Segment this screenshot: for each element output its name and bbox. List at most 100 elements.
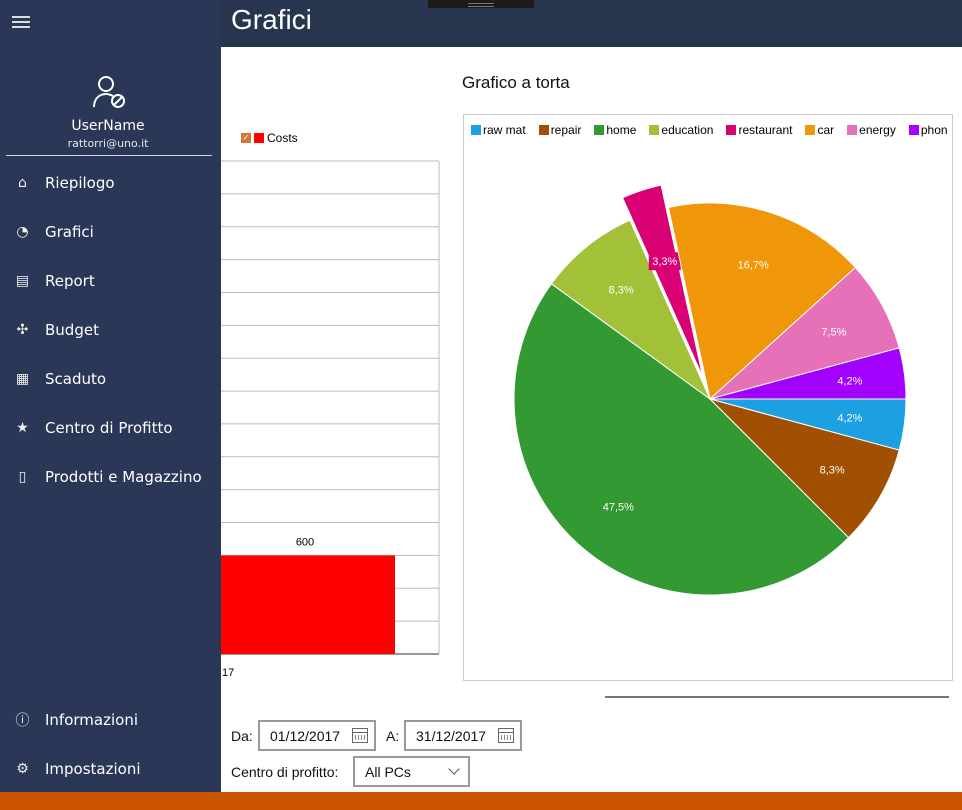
legend-swatch [649,125,660,135]
data-label: 600 [296,536,314,548]
sidebar-item-scaduto[interactable]: ▦ Scaduto [0,359,221,399]
legend-swatch [254,133,264,143]
pie-slice[interactable] [708,398,900,539]
star-icon: ★ [16,420,29,436]
legend-item[interactable]: home [594,123,636,137]
legend-swatch [805,125,816,135]
sidebar-item-label: Grafici [45,223,94,241]
bar-legend[interactable]: ✓ Costs [241,131,298,145]
legend-item[interactable]: repair [538,123,582,137]
gear-icon: ⚙ [16,761,29,777]
divider [6,155,212,156]
legend-item[interactable]: energy [847,123,896,137]
page-title: Grafici [231,4,312,35]
sidebar-item-label: Impostazioni [45,760,141,778]
to-date-value: 31/12/2017 [416,727,487,744]
sidebar-item-label: Report [45,272,95,290]
user-email: rattorri@uno.it [67,137,149,150]
slice-label: 8,3% [820,465,845,477]
pie-slice[interactable] [667,202,857,400]
window-grip[interactable] [428,0,534,8]
sidebar-item-centro-di-profitto[interactable]: ★ Centro di Profitto [0,408,221,448]
hamburger-menu-icon[interactable] [12,16,30,28]
profit-center-value: All PCs [365,763,411,780]
slice-label: 47,5% [603,501,634,513]
slice-label: 16,7% [738,260,769,272]
legend-label: phon [920,123,948,137]
legend-label: raw mat [483,123,526,137]
sidebar-item-prodotti-e-magazzino[interactable]: ▯ Prodotti e Magazzino [0,457,221,497]
legend-label: repair [550,123,582,137]
legend-label: car [817,123,835,137]
legend-swatch [908,125,919,135]
from-label: Da: [231,728,253,744]
pie-chart: 4,2% 8,3% 47,5% 8,3% 3,3% 16,7% 7,5% 4,2% [513,184,907,596]
legend-swatch [726,125,737,135]
slice-label: 4,2% [837,413,862,425]
user-blocked-icon [93,76,125,108]
user-name: UserName [71,118,145,134]
x-tick-label: 17 [222,667,234,679]
home-icon: ⌂ [18,175,27,191]
profit-center-select[interactable]: All PCs [353,756,470,787]
slice-label: 8,3% [609,284,634,296]
sidebar-item-label: Scaduto [45,370,107,388]
pie-slice[interactable] [513,283,850,596]
legend-checkbox[interactable]: ✓ [241,133,251,143]
label-background [648,252,681,271]
to-date-picker[interactable]: 31/12/2017 [404,720,522,751]
pie-chart-panel: 4,2% 8,3% 47,5% 8,3% 3,3% 16,7% 7,5% 4,2% raw m… [463,114,953,681]
slice-label: 4,2% [837,375,862,387]
slice-label: 7,5% [821,326,846,338]
from-date-picker[interactable]: 01/12/2017 [258,720,376,751]
sidebar-item-label: Prodotti e Magazzino [45,468,202,486]
pie-legend: raw mat repair home education restaurant car e… [471,123,948,137]
pie-slice[interactable] [709,347,907,400]
status-bar [0,792,962,810]
pie-slice[interactable] [621,184,704,377]
legend-label: energy [859,123,896,137]
slice-label: 3,3% [652,256,677,268]
to-label: A: [386,728,400,744]
from-date-value: 01/12/2017 [270,727,341,744]
profit-center-label: Centro di profitto: [231,764,339,780]
sidebar-item-report[interactable]: ▤ Report [0,261,221,301]
pie-chart-title: Grafico a torta [462,73,570,92]
legend-swatch [471,125,481,135]
bar-chart: 600 17 [221,160,440,679]
legend-item[interactable]: education [649,123,713,137]
legend-swatch [538,125,549,135]
sidebar-item-informazioni[interactable]: ⓘ Informazioni [0,700,221,740]
sidebar-item-grafici[interactable]: ◔ Grafici [0,212,221,252]
sidebar-item-label: Informazioni [45,711,138,729]
legend-item[interactable]: restaurant [726,123,792,137]
legend-label: home [606,123,637,137]
calendar-icon[interactable] [352,728,368,743]
puzzle-icon: ✣ [16,322,29,338]
pie-chart-icon: ◔ [16,224,29,240]
legend-item[interactable]: phon [908,123,948,137]
calendar-icon[interactable] [498,728,514,743]
calendar-clock-icon: ▦ [15,371,30,387]
scrollbar[interactable] [605,696,949,698]
sidebar-item-budget[interactable]: ✣ Budget [0,310,221,350]
sidebar-item-impostazioni[interactable]: ⚙ Impostazioni [0,749,221,789]
sidebar-item-label: Centro di Profitto [45,419,173,437]
book-icon: ▤ [15,273,30,289]
chevron-down-icon [448,763,460,775]
tablet-icon: ▯ [18,469,27,485]
sidebar: UserName rattorri@uno.it ⌂ Riepilogo ◔ Graf… [0,0,221,792]
legend-item[interactable]: raw mat [471,123,526,137]
info-icon: ⓘ [15,713,30,729]
sidebar-item-label: Budget [45,321,99,339]
legend-swatch [847,125,858,135]
bar[interactable] [221,555,395,654]
legend-swatch [594,125,605,135]
sidebar-item-riepilogo[interactable]: ⌂ Riepilogo [0,163,221,203]
legend-label: education [661,123,714,137]
pie-slice[interactable] [550,219,712,401]
legend-label: restaurant [738,123,793,137]
sidebar-item-label: Riepilogo [45,174,115,192]
legend-label: Costs [267,131,298,145]
legend-item[interactable]: car [805,123,834,137]
